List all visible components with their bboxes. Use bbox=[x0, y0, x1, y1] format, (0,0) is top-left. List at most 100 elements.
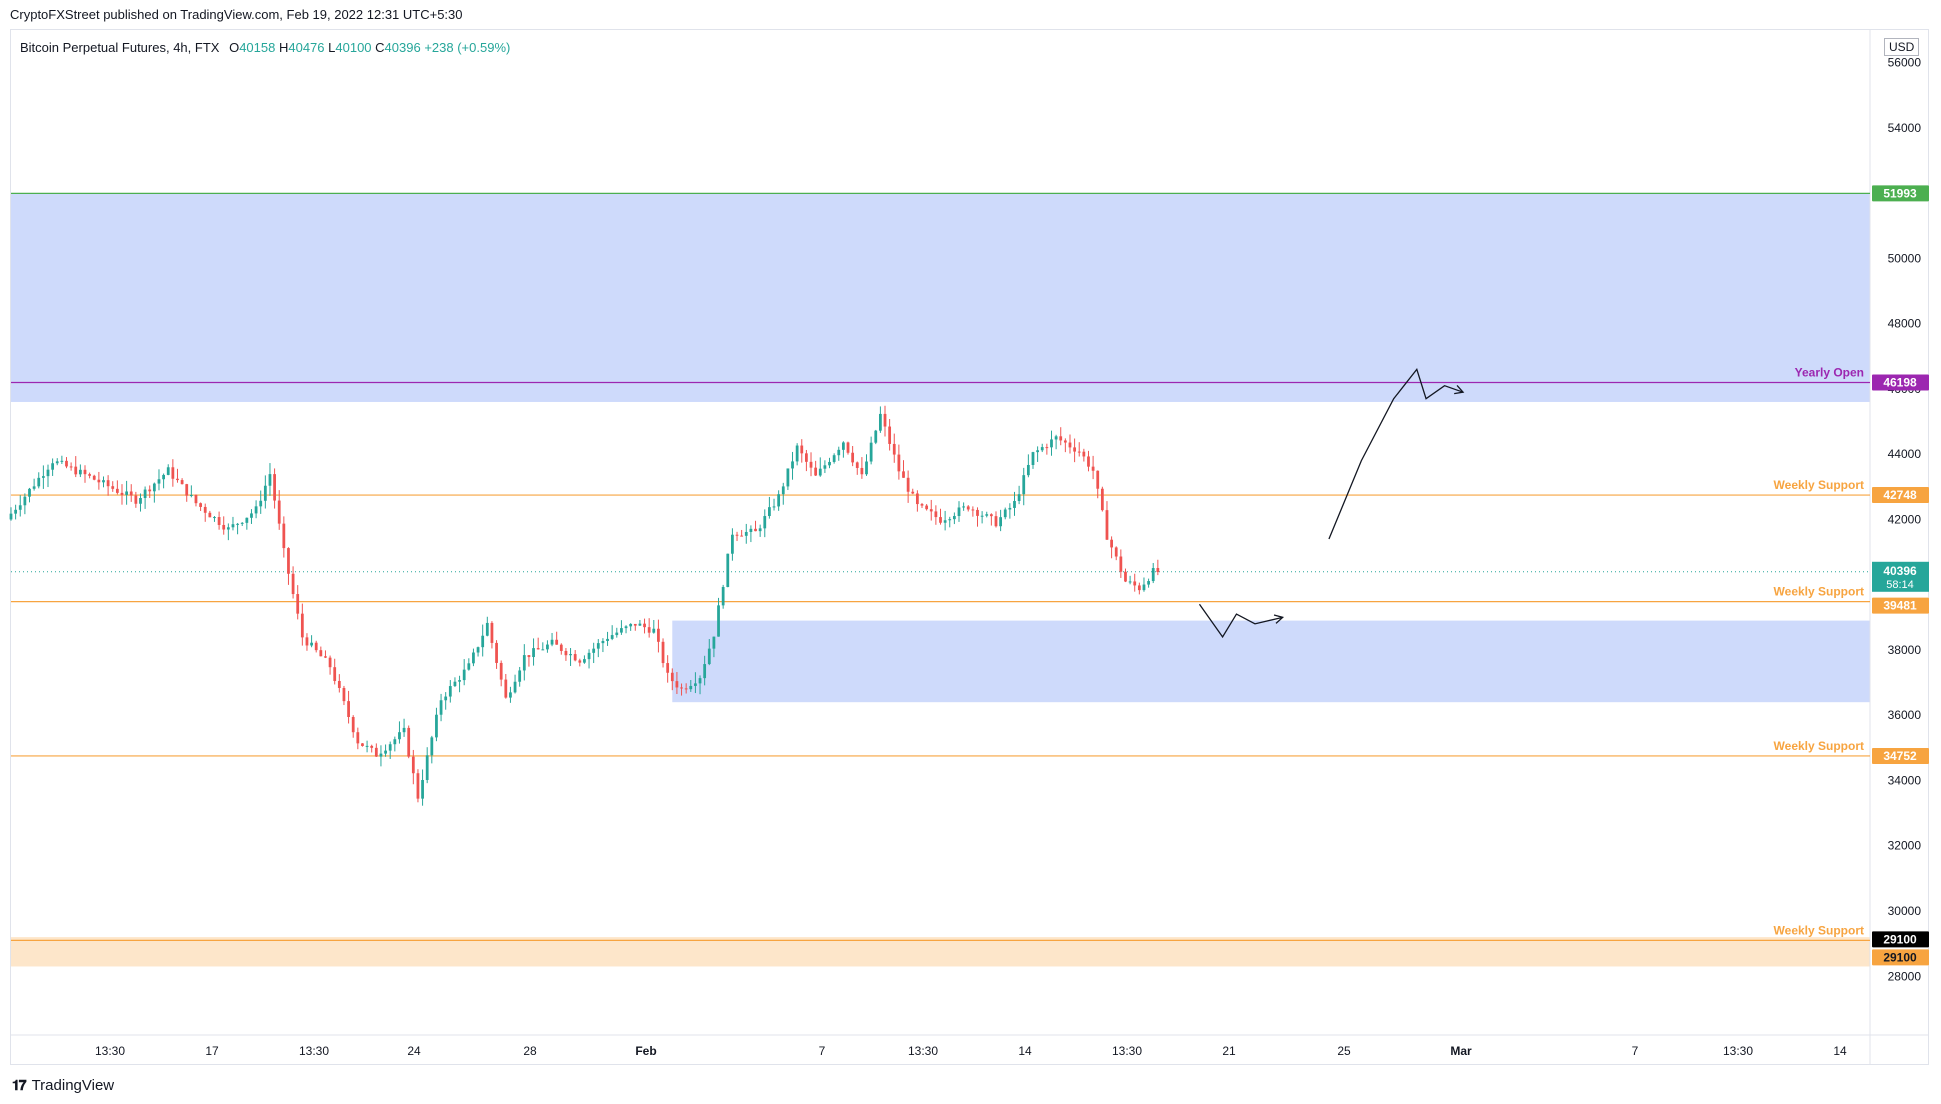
x-tick-label: 17 bbox=[205, 1044, 219, 1058]
candle-body bbox=[74, 466, 78, 475]
candle-body bbox=[37, 477, 41, 487]
candle-body bbox=[726, 553, 730, 588]
candle-body bbox=[365, 745, 369, 747]
candle-body bbox=[832, 455, 836, 462]
candle-body bbox=[823, 465, 827, 469]
y-tick-label: 56000 bbox=[1888, 56, 1922, 70]
candle-body bbox=[855, 462, 859, 468]
candle-body bbox=[666, 663, 670, 673]
candle-body bbox=[485, 622, 489, 636]
candle-body bbox=[536, 648, 540, 650]
price-tag-29100-bottom: 29100 bbox=[1883, 950, 1917, 964]
currency-button[interactable]: USD bbox=[1884, 38, 1920, 56]
candle-body bbox=[416, 773, 420, 799]
candle-body bbox=[152, 483, 156, 492]
candle-body bbox=[749, 528, 753, 532]
candle-body bbox=[971, 509, 975, 511]
candle-body bbox=[388, 744, 392, 751]
tradingview-brand: TradingView bbox=[31, 1077, 115, 1094]
candle-body bbox=[1077, 451, 1081, 453]
candle-body bbox=[300, 613, 304, 638]
candle-body bbox=[717, 605, 720, 637]
candle-body bbox=[476, 647, 480, 653]
candle-body bbox=[421, 780, 424, 799]
candle-body bbox=[342, 687, 346, 702]
candle-body bbox=[643, 623, 646, 628]
candle-body bbox=[809, 461, 813, 468]
candle-body bbox=[601, 641, 605, 644]
candle-body bbox=[1008, 507, 1012, 510]
candle-body bbox=[1040, 447, 1044, 451]
y-tick-label: 48000 bbox=[1888, 317, 1922, 331]
candle-body bbox=[707, 648, 711, 665]
candle-body bbox=[680, 687, 683, 689]
candle-body bbox=[435, 714, 438, 738]
candle-body bbox=[777, 494, 781, 507]
candle-body bbox=[1110, 539, 1113, 548]
candle-body bbox=[347, 701, 350, 717]
candle-body bbox=[499, 662, 503, 680]
candle-body bbox=[1031, 452, 1035, 465]
projection-arrowhead-1 bbox=[1273, 614, 1285, 624]
candle-body bbox=[915, 493, 919, 505]
candle-body bbox=[670, 672, 674, 682]
zone-3 bbox=[11, 937, 1870, 967]
candle-body bbox=[578, 660, 582, 663]
candle-body bbox=[647, 627, 651, 633]
y-tick-label: 38000 bbox=[1888, 643, 1922, 657]
candle-body bbox=[661, 641, 665, 664]
candle-body bbox=[1156, 568, 1160, 572]
candle-body bbox=[92, 475, 96, 480]
candle-body bbox=[629, 623, 633, 627]
bar-countdown: 58:14 bbox=[1886, 579, 1914, 591]
candle-body bbox=[925, 505, 929, 510]
candle-body bbox=[546, 644, 549, 650]
candle-body bbox=[735, 534, 739, 536]
candle-body bbox=[46, 469, 50, 477]
price-tag-51993-bg bbox=[1872, 185, 1929, 202]
candle-body bbox=[240, 522, 244, 524]
price-tag-46198: 46198 bbox=[1883, 375, 1917, 389]
candle-body bbox=[786, 468, 790, 487]
y-tick-label: 36000 bbox=[1888, 708, 1922, 722]
x-tick-label: 25 bbox=[1337, 1044, 1351, 1058]
candle-body bbox=[596, 643, 600, 649]
candle-body bbox=[462, 669, 466, 681]
candle-body bbox=[199, 503, 202, 507]
candle-body bbox=[763, 516, 767, 529]
candle-body bbox=[60, 460, 64, 462]
candle-body bbox=[314, 642, 318, 651]
candle-body bbox=[189, 494, 193, 496]
candle-body bbox=[721, 587, 725, 606]
x-tick-label: 13:30 bbox=[908, 1044, 938, 1058]
candle-body bbox=[892, 443, 896, 455]
candle-body bbox=[869, 442, 873, 462]
candle-body bbox=[555, 639, 559, 645]
candle-body bbox=[1059, 436, 1063, 441]
candle-body bbox=[888, 426, 892, 444]
tradingview-footer[interactable]: 𝟏𝟕 TradingView bbox=[12, 1077, 114, 1094]
candle-body bbox=[1087, 456, 1090, 467]
candle-body bbox=[939, 517, 942, 523]
low-label: L bbox=[328, 40, 336, 55]
candle-body bbox=[1036, 450, 1039, 453]
candle-body bbox=[88, 474, 92, 476]
projection-up-path bbox=[1328, 367, 1464, 540]
price-tag-29100-top-bg bbox=[1872, 931, 1929, 948]
candle-body bbox=[980, 515, 984, 517]
candle-body bbox=[962, 506, 966, 508]
candle-body bbox=[180, 480, 184, 485]
candle-body bbox=[610, 635, 614, 639]
candle-body bbox=[236, 523, 239, 525]
candle-body bbox=[994, 516, 998, 527]
candle-body bbox=[522, 655, 526, 671]
y-tick-label: 54000 bbox=[1888, 121, 1922, 135]
candle-body bbox=[966, 506, 970, 510]
candle-body bbox=[384, 750, 387, 754]
current-price-tag-bg bbox=[1872, 561, 1929, 592]
candle-body bbox=[920, 504, 924, 506]
current-price-tag: 40396 bbox=[1883, 564, 1917, 578]
close-value: 40396 bbox=[384, 40, 421, 55]
ohlc-legend: Bitcoin Perpetual Futures, 4h, FTX O4015… bbox=[20, 40, 510, 55]
